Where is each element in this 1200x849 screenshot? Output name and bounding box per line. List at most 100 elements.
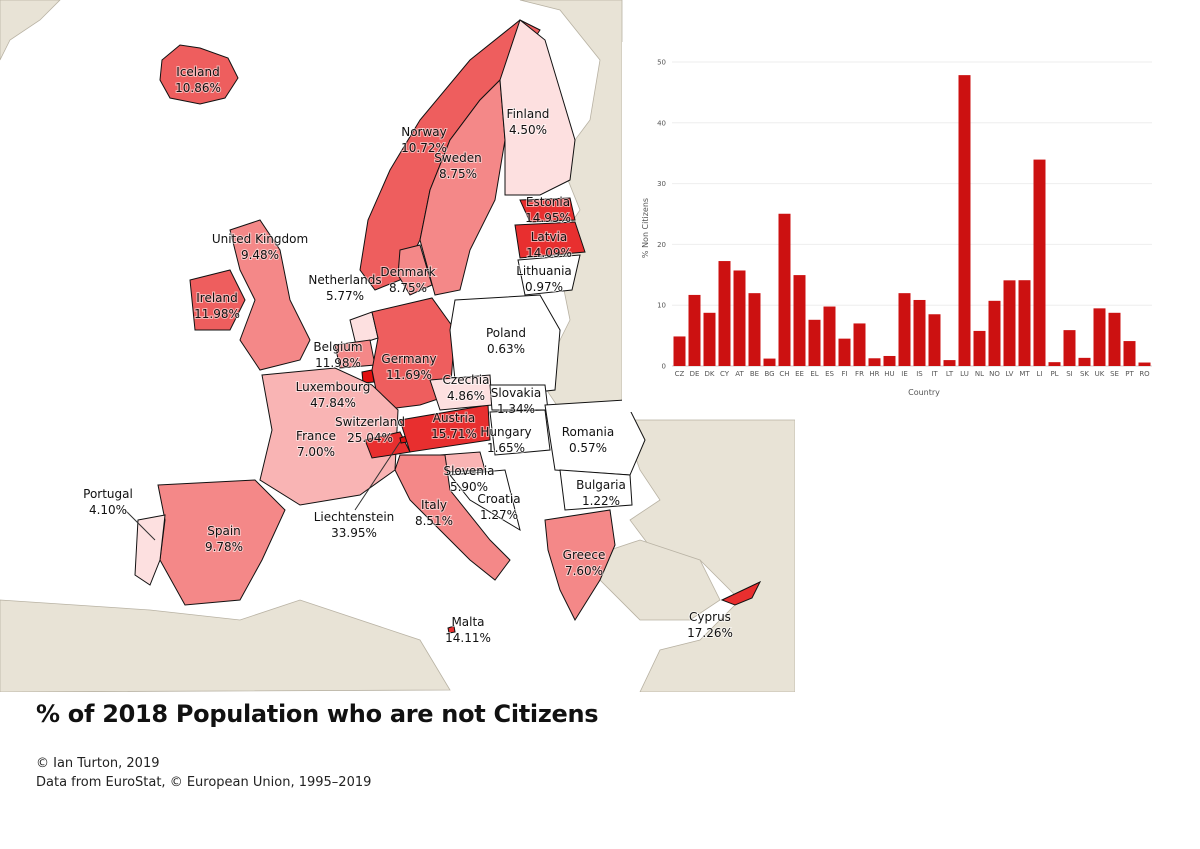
map-label-value: 8.51% [415, 514, 453, 528]
chart-x-tick-label: LV [1006, 370, 1014, 378]
chart-x-tick-label: IT [931, 370, 938, 378]
data-source-credit: Data from EuroStat, © European Union, 19… [36, 775, 372, 790]
chart-bar-sk [1078, 357, 1091, 366]
chart-bar-mt [1018, 280, 1031, 366]
map-label-value: 14.09% [526, 246, 572, 260]
chart-x-ticks: CZ DE DK CY AT BE BG CH EE EL ES FI FR HR HU IE IS IT LT LU… [675, 370, 1151, 378]
chart-y-tick-label: 50 [657, 59, 666, 67]
country-bulgaria [559, 469, 633, 511]
map-label-value: 11.98% [315, 356, 361, 370]
chart-x-tick-label: NO [989, 370, 1000, 378]
country-italy [394, 454, 511, 581]
chart-bar-li [1033, 159, 1046, 366]
chart-bar-lt [943, 360, 956, 366]
chart-bar-cy [718, 261, 731, 366]
map-label-name: Liechtenstein [314, 510, 395, 524]
map-label-value: 7.60% [565, 564, 603, 578]
map-label-name: Slovenia [443, 464, 494, 478]
author-credit: © Ian Turton, 2019 [36, 756, 160, 771]
map-label-name: Croatia [477, 492, 520, 506]
chart-bar-it [928, 314, 941, 366]
chart-bar-cz [673, 336, 686, 366]
map-label-name: Bulgaria [576, 478, 626, 492]
chart-x-tick-label: IE [901, 370, 908, 378]
bar-chart: 0 10 20 30 40 50 CZ DE DK CY AT BE BG CH EE EL ES FI FR HR… [641, 59, 1152, 397]
map-label-name: Italy [421, 498, 447, 512]
country-france [259, 367, 399, 506]
map-label-value: 7.00% [297, 445, 335, 459]
chart-x-tick-label: LU [960, 370, 969, 378]
map-label-name: Iceland [176, 65, 219, 79]
chart-x-tick-label: CH [779, 370, 789, 378]
countries [134, 19, 762, 634]
chart-bar-ee [793, 275, 806, 366]
chart-x-tick-label: EE [795, 370, 804, 378]
country-iceland [159, 44, 239, 105]
chart-bar-ch [778, 213, 791, 366]
map-label-value: 4.50% [509, 123, 547, 137]
chart-x-tick-label: DE [690, 370, 700, 378]
map-label-name: Portugal [83, 487, 133, 501]
map-label-value: 4.86% [447, 389, 485, 403]
map-label-value: 9.48% [241, 248, 279, 262]
map-label-value: 25.04% [347, 431, 393, 445]
chart-bar-pt [1123, 341, 1136, 366]
chart-bar-fr [853, 323, 866, 366]
map-label-value: 1.65% [487, 441, 525, 455]
map-labels: Iceland 10.86% Finland 4.50% Norway 10.72%Swe… [82, 64, 734, 646]
chart-x-tick-label: NL [975, 370, 984, 378]
chart-x-tick-label: LI [1037, 370, 1043, 378]
map-label-name: Slovakia [491, 386, 541, 400]
chart-bar-ro [1138, 362, 1151, 366]
chart-y-ticks: 0 10 20 30 40 50 [657, 59, 666, 371]
chart-bar-ie [898, 293, 911, 366]
chart-x-tick-label: HU [884, 370, 894, 378]
country-latvia [514, 221, 586, 259]
caption: % of 2018 Population who are not Citizen… [36, 700, 796, 792]
map-label-name: Belgium [313, 340, 362, 354]
map-label-value: 8.75% [389, 281, 427, 295]
chart-x-tick-label: ES [825, 370, 834, 378]
map-label-value: 0.63% [487, 342, 525, 356]
map-label-value: 17.26% [687, 626, 733, 640]
country-croatia [449, 469, 521, 532]
map-label-value: 1.22% [582, 494, 620, 508]
map-label-name: Czechia [443, 373, 490, 387]
chart-bar-nl [973, 330, 986, 366]
map-label-value: 11.69% [386, 368, 432, 382]
country-estonia [519, 197, 576, 223]
chart-y-tick-label: 10 [657, 302, 666, 310]
country-ireland [189, 269, 246, 331]
map-label-name: Germany [381, 352, 436, 366]
map-label-name: Spain [207, 524, 241, 538]
chart-bar-fi [838, 338, 851, 366]
chart-x-tick-label: SK [1080, 370, 1089, 378]
country-malta [447, 625, 456, 634]
chart-bar-el [808, 319, 821, 366]
chart-x-tick-label: BE [750, 370, 759, 378]
map-label-value: 33.95% [331, 526, 377, 540]
country-finland [499, 19, 576, 196]
chart-bar-se [1108, 312, 1121, 366]
chart-bar-bg [763, 358, 776, 366]
chart-x-tick-label: RO [1139, 370, 1150, 378]
map-label-name: Denmark [380, 265, 435, 279]
chart-bar-es [823, 306, 836, 366]
chart-x-tick-label: MT [1019, 370, 1030, 378]
chart-x-tick-label: SI [1066, 370, 1073, 378]
country-portugal [134, 514, 166, 586]
chart-bar-is [913, 299, 926, 366]
map-label-value: 4.10% [89, 503, 127, 517]
map-label-value: 9.78% [205, 540, 243, 554]
map-label-value: 10.72% [401, 141, 447, 155]
chart-x-axis-title: Country [908, 388, 940, 397]
map-label-name: United Kingdom [212, 232, 308, 246]
map-label-name: Switzerland [335, 415, 405, 429]
map-label-name: Poland [486, 326, 526, 340]
country-cyprus [720, 580, 762, 606]
chart-x-tick-label: PL [1050, 370, 1058, 378]
page-title: % of 2018 Population who are not Citizen… [36, 700, 599, 728]
map-label-name: Luxembourg [296, 380, 371, 394]
chart-bar-be [748, 293, 761, 366]
map-label-value: 14.95% [525, 211, 571, 225]
